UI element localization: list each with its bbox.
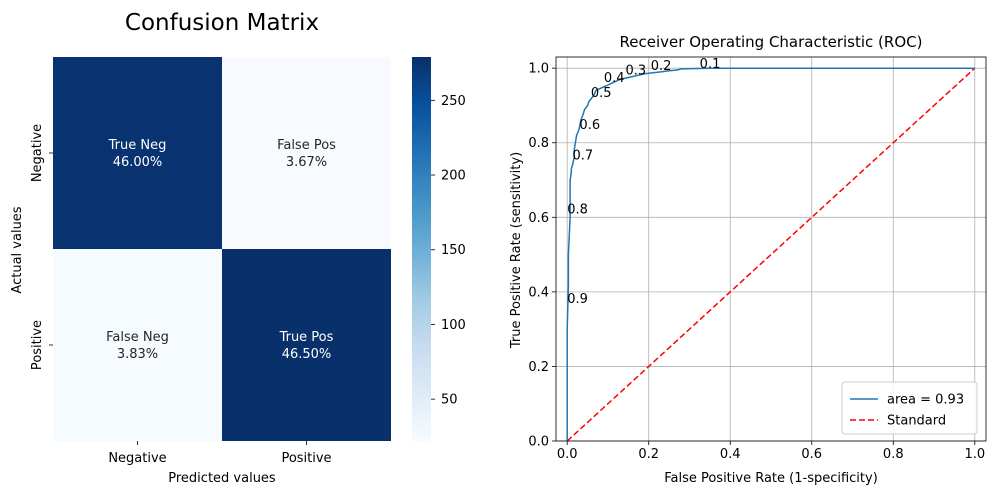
colorbar-tick-label: 100 (441, 318, 466, 333)
cm-cells: True Neg 46.00% False Pos 3.67% False Neg 3.8… (53, 57, 391, 441)
roc-ytick-label: 0.4 (528, 285, 549, 300)
cm-ylabel: Actual values (10, 206, 25, 293)
colorbar-tick-label: 250 (441, 94, 466, 109)
roc-curve (566, 67, 975, 441)
colorbar-tick-label: 200 (441, 169, 466, 184)
cm-axes: Negative Positive Negative Positive (30, 124, 332, 466)
cm-cell-percent: 46.50% (282, 347, 332, 362)
confusion-matrix-chart: Confusion Matrix True Neg 46.00% False Pos… (10, 10, 466, 486)
cm-cell-label: False Pos (277, 138, 336, 153)
roc-axes: 0.0 0.2 0.4 0.6 0.8 1.0 0.0 0.2 0.4 0.6 0.8 1.0 (528, 56, 987, 462)
cm-cell (222, 249, 391, 441)
cm-title: Confusion Matrix (125, 10, 319, 36)
cm-cell-percent: 3.83% (117, 347, 158, 362)
roc-legend-box (841, 381, 978, 435)
roc-legend-label: area = 0.93 (887, 393, 964, 408)
roc-xtick-label: 0.0 (557, 447, 578, 462)
cm-cell (53, 249, 222, 441)
roc-xtick-label: 0.6 (801, 447, 822, 462)
roc-threshold-label: 0.1 (700, 57, 721, 72)
roc-ytick-label: 0.6 (528, 211, 549, 226)
roc-frame (555, 56, 987, 442)
colorbar-bar (412, 57, 431, 441)
cm-cell (53, 57, 222, 249)
roc-threshold-label: 0.4 (604, 71, 625, 86)
cm-cell-percent: 3.67% (286, 155, 327, 170)
roc-threshold-label: 0.3 (625, 64, 646, 79)
roc-xlabel: False Positive Rate (1-specificity) (664, 471, 878, 486)
cm-xlabel: Predicted values (168, 471, 276, 486)
cm-xtick-label: Positive (281, 451, 331, 466)
roc-ytick-label: 0.0 (528, 435, 549, 450)
roc-ytick-label: 0.8 (528, 136, 549, 151)
roc-ytick-label: 1.0 (528, 62, 549, 77)
roc-chart: Receiver Operating Characteristic (ROC) … (509, 33, 987, 486)
roc-standard-line (566, 67, 976, 442)
cm-cell-label: False Neg (106, 330, 169, 345)
roc-threshold-label: 0.7 (573, 149, 594, 164)
roc-threshold-label: 0.5 (591, 86, 612, 101)
roc-threshold-label: 0.2 (651, 59, 672, 74)
roc-legend-label: Standard (887, 414, 946, 429)
cm-cell-label: True Neg (108, 138, 167, 153)
roc-lines (566, 67, 976, 442)
cm-cell-percent: 46.00% (113, 155, 163, 170)
roc-threshold-labels: 0.1 0.2 0.30.40.5 0.6 0.7 0.8 0.9 (567, 57, 720, 307)
cm-xtick-label: Negative (108, 451, 166, 466)
cm-cell-label: True Pos (279, 330, 334, 345)
roc-threshold-label: 0.6 (579, 118, 600, 133)
roc-xtick-label: 0.8 (883, 447, 904, 462)
roc-ylabel: True Positive Rate (sensitivity) (509, 152, 524, 349)
roc-xtick-label: 0.4 (720, 447, 741, 462)
roc-legend: area = 0.93 Standard (841, 381, 978, 435)
roc-threshold-label: 0.8 (567, 203, 588, 218)
cm-ytick-label: Positive (30, 320, 45, 370)
cm-cell (222, 57, 391, 249)
roc-threshold-label: 0.9 (567, 292, 588, 307)
roc-xtick-label: 1.0 (964, 447, 985, 462)
roc-title: Receiver Operating Characteristic (ROC) (620, 33, 923, 51)
colorbar: 50 100 150 200 250 (412, 57, 466, 441)
roc-xtick-label: 0.2 (638, 447, 659, 462)
roc-ytick-label: 0.2 (528, 360, 549, 375)
cm-ytick-label: Negative (30, 124, 45, 182)
colorbar-tick-label: 50 (441, 393, 458, 408)
colorbar-tick-label: 150 (441, 243, 466, 258)
